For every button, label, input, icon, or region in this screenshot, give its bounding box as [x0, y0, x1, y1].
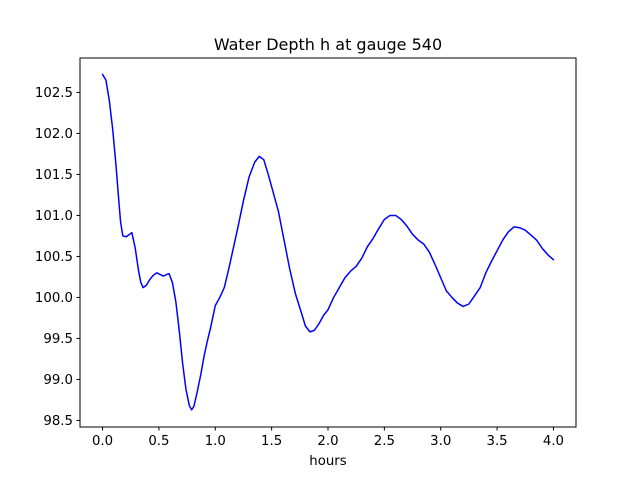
y-tick-label: 100.0 — [35, 291, 73, 306]
y-tick-label: 102.0 — [35, 127, 73, 142]
x-tick-label: 3.0 — [430, 434, 451, 449]
y-tick-label: 99.0 — [43, 373, 73, 388]
x-tick-label: 4.0 — [543, 434, 564, 449]
x-tick-label: 0.5 — [148, 434, 169, 449]
y-tick-label: 102.5 — [35, 86, 73, 101]
x-axis-ticks: 0.0 0.5 1.0 1.5 2.0 2.5 3.0 3.5 4.0 — [92, 427, 564, 449]
x-axis-label: hours — [309, 454, 346, 469]
water-depth-line — [101, 73, 555, 411]
y-tick-label: 101.5 — [35, 168, 73, 183]
chart-title: Water Depth h at gauge 540 — [214, 35, 442, 54]
y-tick-label: 101.0 — [35, 209, 73, 224]
plot-area — [80, 58, 576, 427]
y-tick-label: 98.5 — [43, 414, 73, 429]
y-axis-ticks: 98.5 99.0 99.5 100.0 100.5 101.0 101.5 102.0 102… — [35, 86, 80, 429]
x-tick-label: 3.5 — [487, 434, 508, 449]
axes-spines — [79, 57, 577, 428]
y-tick-label: 99.5 — [43, 332, 73, 347]
x-tick-label: 1.5 — [261, 434, 282, 449]
x-tick-label: 2.5 — [374, 434, 395, 449]
y-tick-label: 100.5 — [35, 250, 73, 265]
x-tick-label: 1.0 — [205, 434, 226, 449]
x-tick-label: 2.0 — [317, 434, 338, 449]
x-tick-label: 0.0 — [92, 434, 113, 449]
data-series — [101, 73, 555, 411]
